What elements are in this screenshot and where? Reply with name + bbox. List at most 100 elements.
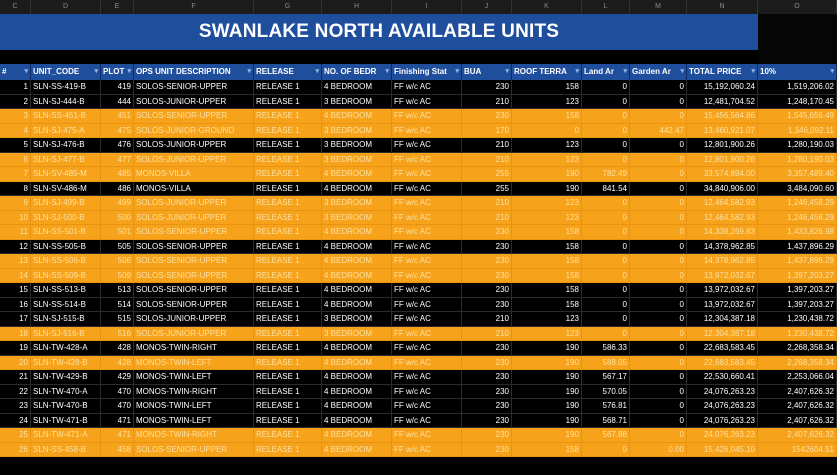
cell-desc[interactable]: MONOS-TWIN-LEFT xyxy=(134,399,254,414)
column-letter[interactable]: C xyxy=(0,0,31,14)
cell-code[interactable]: SLN-SJ-515-B xyxy=(31,312,101,327)
cell-num[interactable]: 7 xyxy=(0,167,31,182)
cell-fin[interactable]: FF w/c AC xyxy=(392,123,462,138)
table-row[interactable]: 6 SLN-SJ-477-B 477 SOLOS-JUNIOR-UPPER RELEAS… xyxy=(0,152,837,167)
table-row[interactable]: 11 SLN-SS-501-B 501 SOLOS-SENIOR-UPPER RELEA… xyxy=(0,225,837,240)
table-row[interactable]: 17 SLN-SJ-515-B 515 SOLOS-JUNIOR-UPPER RELEA… xyxy=(0,312,837,327)
cell-desc[interactable]: SOLOS-JUNIOR-UPPER xyxy=(134,210,254,225)
cell-plot[interactable]: 471 xyxy=(101,413,134,428)
cell-garden[interactable]: 0 xyxy=(630,152,687,167)
cell-roof[interactable]: 158 xyxy=(512,283,582,298)
cell-desc[interactable]: SOLOS-SENIOR-UPPER xyxy=(134,297,254,312)
cell-price[interactable]: 12,464,582.93 xyxy=(687,210,758,225)
cell-num[interactable]: 9 xyxy=(0,196,31,211)
cell-fin[interactable]: FF w/c AC xyxy=(392,181,462,196)
cell-plot[interactable]: 428 xyxy=(101,355,134,370)
cell-land[interactable]: 0 xyxy=(582,268,630,283)
cell-garden[interactable]: 0 xyxy=(630,210,687,225)
cell-fin[interactable]: FF w/c AC xyxy=(392,225,462,240)
cell-land[interactable]: 588.05 xyxy=(582,355,630,370)
cell-garden[interactable]: 0 xyxy=(630,268,687,283)
cell-land[interactable]: 586.33 xyxy=(582,341,630,356)
cell-bed[interactable]: 4 BEDROOM xyxy=(322,442,392,457)
cell-garden[interactable]: 0 xyxy=(630,181,687,196)
cell-plot[interactable]: 505 xyxy=(101,239,134,254)
cell-desc[interactable]: MONOS-VILLA xyxy=(134,181,254,196)
cell-num[interactable]: 12 xyxy=(0,239,31,254)
cell-price[interactable]: 13,972,032.67 xyxy=(687,268,758,283)
cell-fin[interactable]: FF w/c AC xyxy=(392,326,462,341)
cell-bua[interactable]: 230 xyxy=(462,442,512,457)
cell-roof[interactable]: 190 xyxy=(512,355,582,370)
cell-land[interactable]: 0 xyxy=(582,210,630,225)
cell-code[interactable]: SLN-SS-509-B xyxy=(31,268,101,283)
cell-code[interactable]: SLN-SV-485-M xyxy=(31,167,101,182)
cell-ten[interactable]: 2,407,626.32 xyxy=(758,399,837,414)
cell-num[interactable]: 4 xyxy=(0,123,31,138)
cell-bed[interactable]: 4 BEDROOM xyxy=(322,355,392,370)
cell-bed[interactable]: 4 BEDROOM xyxy=(322,239,392,254)
header-cell[interactable]: Finishing Stat ▾ xyxy=(392,64,462,80)
cell-code[interactable]: SLN-SS-458-B xyxy=(31,442,101,457)
cell-release[interactable]: RELEASE 1 xyxy=(254,442,322,457)
cell-roof[interactable]: 190 xyxy=(512,428,582,443)
cell-bed[interactable]: 4 BEDROOM xyxy=(322,268,392,283)
cell-price[interactable]: 15,456,564.86 xyxy=(687,109,758,124)
cell-fin[interactable]: FF w/c AC xyxy=(392,152,462,167)
cell-garden[interactable]: 0 xyxy=(630,283,687,298)
cell-code[interactable]: SLN-SS-513-B xyxy=(31,283,101,298)
cell-roof[interactable]: 123 xyxy=(512,94,582,109)
column-letter[interactable]: D xyxy=(31,0,101,14)
cell-desc[interactable]: SOLOS-JUNIOR-UPPER xyxy=(134,312,254,327)
cell-land[interactable]: 567.17 xyxy=(582,370,630,385)
cell-land[interactable]: 0 xyxy=(582,94,630,109)
column-letter[interactable]: M xyxy=(630,0,687,14)
cell-roof[interactable]: 190 xyxy=(512,399,582,414)
cell-fin[interactable]: FF w/c AC xyxy=(392,428,462,443)
cell-garden[interactable]: 0 xyxy=(630,326,687,341)
cell-roof[interactable]: 123 xyxy=(512,326,582,341)
cell-price[interactable]: 14,338,269.83 xyxy=(687,225,758,240)
cell-release[interactable]: RELEASE 1 xyxy=(254,80,322,95)
cell-num[interactable]: 17 xyxy=(0,312,31,327)
cell-ten[interactable]: 1,230,438.72 xyxy=(758,326,837,341)
column-letter[interactable]: F xyxy=(134,0,254,14)
cell-fin[interactable]: FF w/c AC xyxy=(392,254,462,269)
cell-garden[interactable]: 0 xyxy=(630,413,687,428)
cell-roof[interactable]: 158 xyxy=(512,225,582,240)
cell-roof[interactable]: 190 xyxy=(512,384,582,399)
cell-code[interactable]: SLN-SS-451-B xyxy=(31,109,101,124)
cell-fin[interactable]: FF w/c AC xyxy=(392,138,462,153)
cell-land[interactable]: 0 xyxy=(582,80,630,95)
cell-code[interactable]: SLN-TW-471-A xyxy=(31,428,101,443)
cell-ten[interactable]: 1,397,203.27 xyxy=(758,297,837,312)
cell-bua[interactable]: 230 xyxy=(462,80,512,95)
cell-land[interactable]: 0 xyxy=(582,326,630,341)
cell-land[interactable]: 0 xyxy=(582,196,630,211)
cell-roof[interactable]: 158 xyxy=(512,80,582,95)
filter-dropdown-icon[interactable]: ▾ xyxy=(623,68,627,75)
cell-release[interactable]: RELEASE 1 xyxy=(254,312,322,327)
cell-code[interactable]: SLN-SS-501-B xyxy=(31,225,101,240)
cell-price[interactable]: 12,801,900.26 xyxy=(687,138,758,153)
cell-bed[interactable]: 4 BEDROOM xyxy=(322,384,392,399)
header-cell[interactable]: NO. OF BEDR ▾ xyxy=(322,64,392,80)
cell-land[interactable]: 0 xyxy=(582,225,630,240)
cell-release[interactable]: RELEASE 1 xyxy=(254,384,322,399)
cell-num[interactable]: 26 xyxy=(0,442,31,457)
cell-bua[interactable]: 210 xyxy=(462,152,512,167)
cell-ten[interactable]: 2,407,626.32 xyxy=(758,413,837,428)
table-row[interactable]: 16 SLN-SS-514-B 514 SOLOS-SENIOR-UPPER RELEA… xyxy=(0,297,837,312)
cell-num[interactable]: 3 xyxy=(0,109,31,124)
cell-bua[interactable]: 210 xyxy=(462,210,512,225)
cell-bed[interactable]: 4 BEDROOM xyxy=(322,341,392,356)
cell-bed[interactable]: 4 BEDROOM xyxy=(322,370,392,385)
cell-garden[interactable]: 0 xyxy=(630,312,687,327)
cell-garden[interactable]: 0 xyxy=(630,225,687,240)
header-cell[interactable]: 10% ▾ xyxy=(758,64,837,80)
cell-fin[interactable]: FF w/c AC xyxy=(392,268,462,283)
cell-desc[interactable]: SOLOS-SENIOR-UPPER xyxy=(134,442,254,457)
cell-garden[interactable]: 0 xyxy=(630,341,687,356)
cell-ten[interactable]: 1,433,826.98 xyxy=(758,225,837,240)
cell-land[interactable]: 0 xyxy=(582,123,630,138)
